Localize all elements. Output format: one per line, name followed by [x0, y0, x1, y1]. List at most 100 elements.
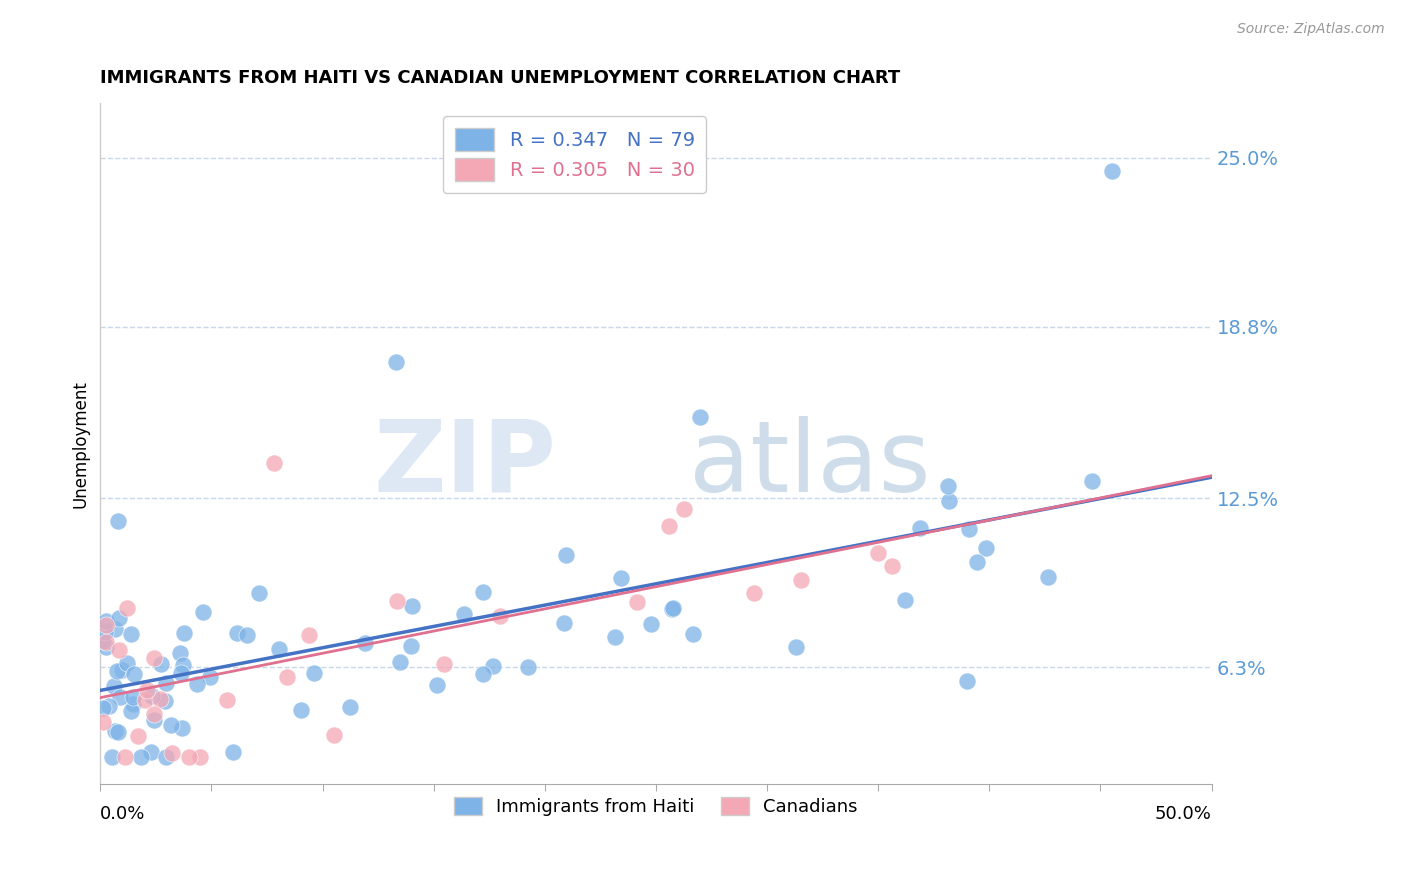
Point — [170, 665, 193, 680]
Point — [385, 594, 408, 608]
Point — [155, 750, 177, 764]
Point — [339, 699, 361, 714]
Point — [516, 660, 538, 674]
Text: atlas: atlas — [689, 416, 931, 513]
Point — [868, 546, 890, 560]
Point — [453, 607, 475, 622]
Point — [215, 693, 238, 707]
Point — [155, 675, 177, 690]
Point — [105, 665, 128, 679]
Point — [353, 636, 375, 650]
Point — [110, 663, 132, 677]
Point — [107, 514, 129, 528]
Point — [129, 749, 152, 764]
Point — [150, 657, 173, 671]
Point — [481, 659, 503, 673]
Point — [472, 585, 495, 599]
Point — [94, 640, 117, 655]
Point — [640, 617, 662, 632]
Point — [626, 595, 648, 609]
Point — [555, 548, 578, 562]
Point — [894, 592, 917, 607]
Point — [93, 701, 115, 715]
Point — [107, 610, 129, 624]
Point — [139, 745, 162, 759]
Point — [322, 728, 344, 742]
Point — [134, 693, 156, 707]
Y-axis label: Unemployment: Unemployment — [72, 380, 89, 508]
Point — [956, 673, 979, 688]
Point — [96, 634, 118, 648]
Point — [107, 724, 129, 739]
Point — [276, 670, 298, 684]
Point — [553, 616, 575, 631]
Point — [103, 679, 125, 693]
Point — [1080, 475, 1102, 489]
Point — [149, 691, 172, 706]
Point — [399, 639, 422, 653]
Point — [143, 713, 166, 727]
Point — [222, 746, 245, 760]
Point — [908, 521, 931, 535]
Point — [173, 626, 195, 640]
Point — [108, 642, 131, 657]
Point — [188, 750, 211, 764]
Point — [269, 642, 291, 657]
Point — [127, 729, 149, 743]
Point — [120, 626, 142, 640]
Point — [122, 666, 145, 681]
Point — [263, 456, 285, 470]
Point — [153, 694, 176, 708]
Text: 50.0%: 50.0% — [1154, 805, 1212, 822]
Point — [91, 714, 114, 729]
Point — [1101, 164, 1123, 178]
Point — [160, 747, 183, 761]
Point — [789, 573, 811, 587]
Point — [93, 624, 115, 639]
Point — [966, 555, 988, 569]
Point — [159, 718, 181, 732]
Point — [226, 626, 249, 640]
Point — [91, 634, 114, 648]
Point — [115, 656, 138, 670]
Point — [388, 655, 411, 669]
Point — [198, 670, 221, 684]
Point — [186, 676, 208, 690]
Point — [247, 586, 270, 600]
Point — [173, 657, 195, 672]
Point — [385, 355, 408, 369]
Point — [957, 522, 980, 536]
Point — [938, 493, 960, 508]
Point — [742, 585, 765, 599]
Point — [236, 628, 259, 642]
Point — [98, 698, 121, 713]
Point — [682, 626, 704, 640]
Point — [170, 722, 193, 736]
Point — [290, 702, 312, 716]
Point — [177, 750, 200, 764]
Point — [96, 614, 118, 628]
Point — [661, 601, 683, 615]
Point — [104, 724, 127, 739]
Point — [936, 479, 959, 493]
Point — [882, 558, 904, 573]
Point — [104, 622, 127, 636]
Point — [785, 640, 807, 655]
Point — [472, 667, 495, 681]
Text: ZIP: ZIP — [373, 416, 555, 513]
Point — [433, 657, 456, 671]
Point — [672, 501, 695, 516]
Legend: Immigrants from Haiti, Canadians: Immigrants from Haiti, Canadians — [447, 789, 865, 823]
Point — [121, 690, 143, 705]
Point — [302, 666, 325, 681]
Point — [603, 630, 626, 644]
Point — [426, 678, 449, 692]
Point — [120, 704, 142, 718]
Point — [297, 628, 319, 642]
Point — [661, 602, 683, 616]
Point — [610, 571, 633, 585]
Point — [489, 609, 512, 624]
Point — [115, 601, 138, 615]
Point — [114, 750, 136, 764]
Point — [689, 409, 711, 424]
